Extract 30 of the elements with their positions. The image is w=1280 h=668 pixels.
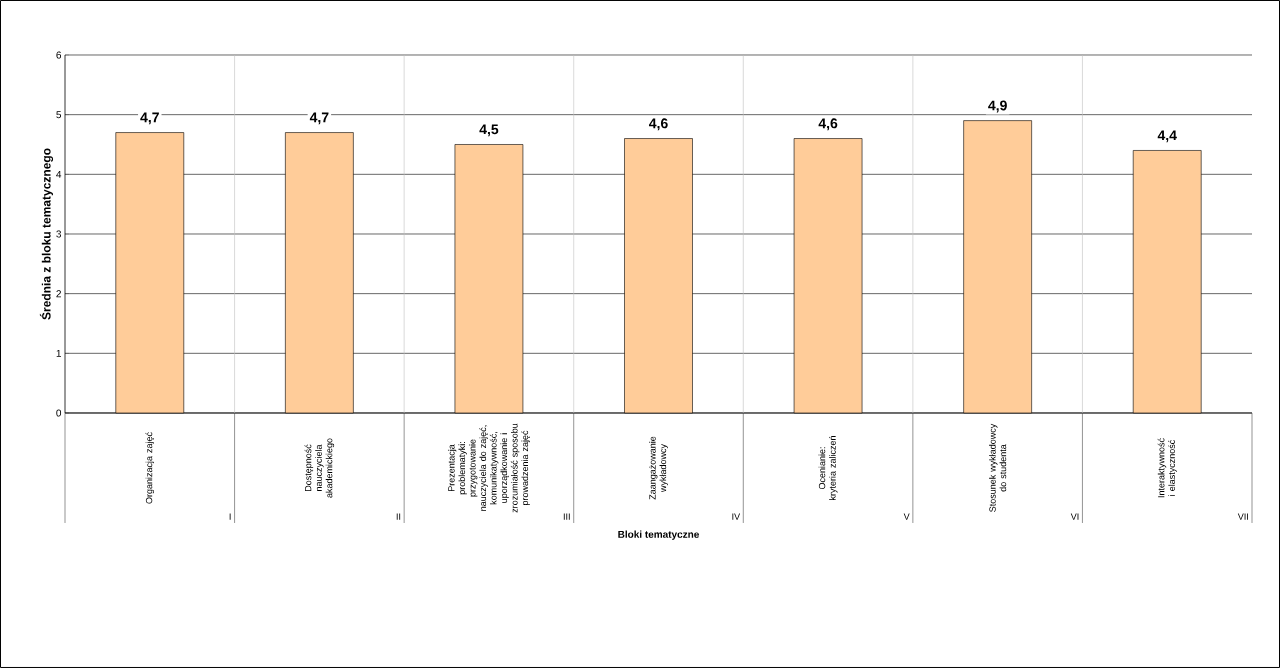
x-tick-label: Organizacja zajęć bbox=[145, 432, 155, 504]
x-tick-label: Zaangażowanie wykładowcy bbox=[649, 436, 668, 500]
text: I bbox=[229, 513, 231, 520]
text: IV bbox=[732, 513, 741, 520]
text: VI bbox=[1070, 513, 1079, 520]
y-tick-label: 0 bbox=[56, 409, 62, 417]
text: II bbox=[396, 513, 401, 520]
data-label: 4,9 bbox=[988, 100, 1007, 113]
y-tick-label: 1 bbox=[56, 349, 61, 357]
x-axis-title: Bloki tematyczne bbox=[618, 530, 699, 540]
x-tick-label: Interaktywność i elastyczność bbox=[1157, 438, 1177, 498]
data-label: 4,7 bbox=[309, 112, 329, 125]
y-tick-label: 5 bbox=[56, 111, 62, 119]
y-tick-label: 6 bbox=[56, 51, 62, 59]
y-axis-title: Średnia z bloku tematycznego bbox=[39, 148, 54, 320]
text: III bbox=[563, 513, 570, 520]
data-label: 4,7 bbox=[140, 112, 159, 125]
y-tick-label: 4 bbox=[56, 170, 62, 178]
data-label: 4,4 bbox=[1157, 130, 1177, 143]
data-label: 4,6 bbox=[818, 118, 838, 131]
y-tick-label: 3 bbox=[56, 230, 62, 238]
x-tick-label: Stosunek wykładowcy do studenta bbox=[989, 423, 1007, 512]
x-tick-label: Dostępność nauczyciela akademickiego bbox=[304, 438, 335, 498]
text: V bbox=[903, 513, 910, 520]
x-tick-label: Ocenianie: kryteria zaliczeń bbox=[818, 436, 838, 500]
text: VII bbox=[1237, 513, 1248, 520]
x-tick-label: Prezentacja problematyki: przygotowanie nauczyciela do zajęć, komunikatywność, uporządkowanie i zrozumiałość sposobu prowadzenia zajęć bbox=[447, 423, 530, 513]
data-label: 4,5 bbox=[479, 124, 499, 137]
y-tick-label: 2 bbox=[56, 290, 61, 298]
data-label: 4,6 bbox=[648, 118, 668, 131]
